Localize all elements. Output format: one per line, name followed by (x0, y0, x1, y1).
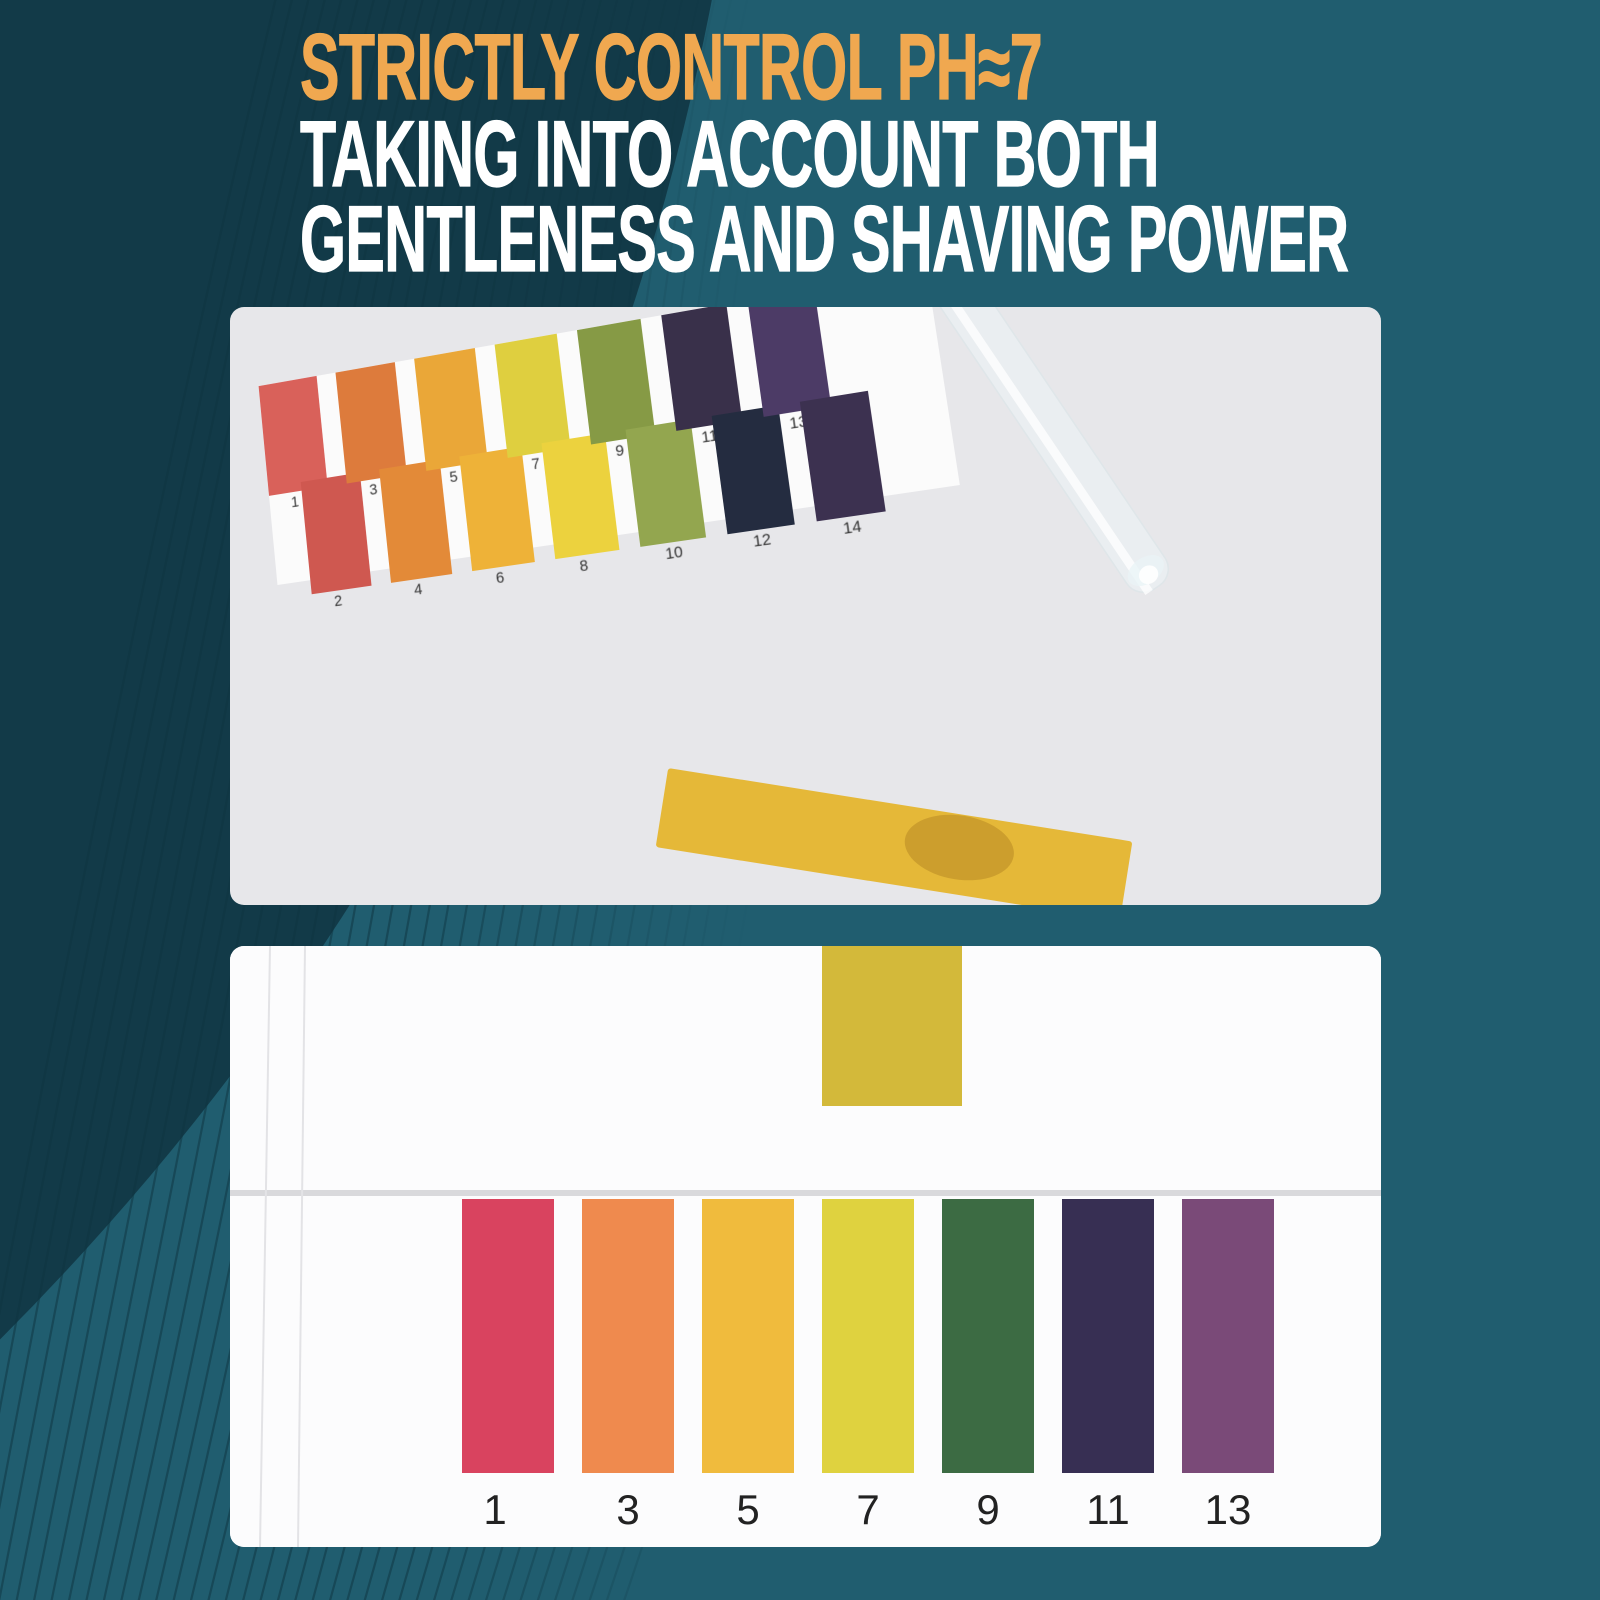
svg-text:13: 13 (1205, 1486, 1252, 1533)
svg-text:7: 7 (856, 1486, 879, 1533)
svg-text:3: 3 (616, 1486, 639, 1533)
svg-text:9: 9 (976, 1486, 999, 1533)
svg-text:5: 5 (736, 1486, 759, 1533)
svg-text:1: 1 (483, 1486, 506, 1533)
svg-text:11: 11 (1086, 1486, 1130, 1533)
